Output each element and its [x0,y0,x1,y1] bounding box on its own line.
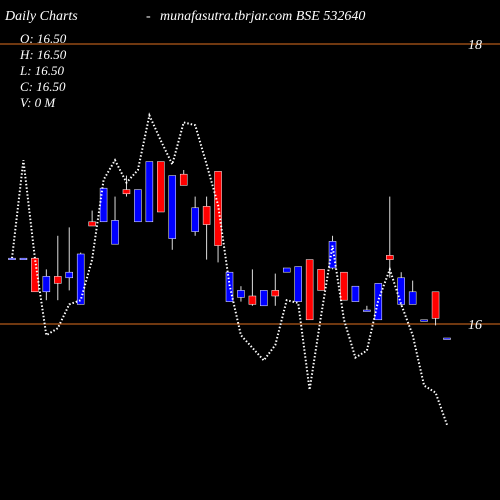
candle-body [317,269,325,291]
candle-body [282,267,291,273]
y-tick-label: 18 [468,38,482,53]
indicator-line [11,112,448,426]
candle-body [191,207,199,232]
candle-body [408,291,417,305]
candle-body [19,257,28,260]
candle-body [305,259,314,321]
candle-body [397,277,405,305]
candle-body [328,241,337,269]
candle-body [122,189,131,195]
candle-body [202,206,211,225]
candle-body [363,309,371,312]
candle-body [351,285,360,302]
candle-body [431,291,440,319]
candle-body [248,295,257,305]
candle-body [420,319,428,322]
candle-body [294,266,302,302]
candle-body [271,290,280,297]
info-close: C: 16.50 [20,79,66,94]
chart-title: Daily Charts [4,9,78,24]
candle-body [386,255,394,260]
candle-body [76,253,85,305]
info-low: L: 16.50 [19,63,65,78]
candle-body [260,290,268,307]
info-high: H: 16.50 [19,47,67,62]
candle-body [179,173,188,186]
chart-subtitle: munafasutra.tbrjar.com BSE 532640 [160,9,365,24]
candle-body [65,271,73,279]
info-open: O: 16.50 [20,31,67,46]
candle-body [42,276,51,293]
candle-body [168,175,177,239]
candle-body [134,189,142,223]
candle-body [157,161,165,213]
candle-body [340,271,348,301]
candle-body [99,187,108,223]
candle-body [225,271,234,302]
candle-body [237,290,245,298]
candle-body [111,220,119,245]
candle-body [8,257,16,260]
candle-body [145,161,154,223]
info-volume: V: 0 M [20,95,56,110]
title-separator: - [146,9,151,24]
candle-body [443,337,451,340]
candle-body [54,276,62,284]
y-tick-label: 16 [468,318,482,333]
candle-body [88,221,96,227]
